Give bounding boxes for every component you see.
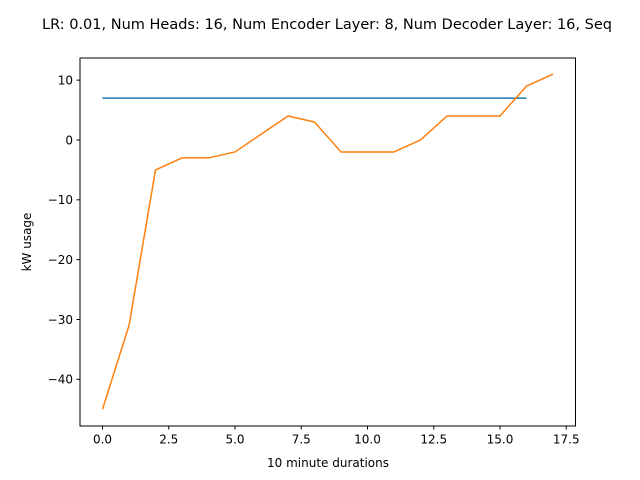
y-tick-label: 0 — [65, 133, 73, 147]
x-tick-label: 10.0 — [354, 433, 381, 447]
x-tick-label: 15.0 — [487, 433, 514, 447]
y-tick-label: −10 — [48, 193, 73, 207]
x-tick-label: 2.5 — [159, 433, 178, 447]
chart-title: LR: 0.01, Num Heads: 16, Num Encoder Lay… — [42, 17, 612, 33]
x-tick-label: 12.5 — [420, 433, 447, 447]
plot-area-frame — [79, 57, 576, 427]
series-line-2 — [101, 73, 554, 410]
y-tick-label: −20 — [48, 253, 73, 267]
y-axis-label: kW usage — [20, 213, 34, 272]
y-tick-label: −30 — [48, 313, 73, 327]
x-tick-label: 5.0 — [225, 433, 244, 447]
x-axis: 0.0 2.5 5.0 7.5 10.0 12.5 15.0 17.5 — [93, 426, 580, 447]
x-tick-label: 17.5 — [553, 433, 580, 447]
y-tick-label: −40 — [48, 373, 73, 387]
x-tick-label: 7.5 — [292, 433, 311, 447]
y-axis: −40 −30 −20 −10 0 10 — [48, 73, 80, 387]
x-axis-label: 10 minute durations — [267, 456, 389, 470]
y-tick-label: 10 — [58, 73, 73, 87]
x-tick-label: 0.0 — [93, 433, 112, 447]
series-layer — [101, 73, 554, 410]
